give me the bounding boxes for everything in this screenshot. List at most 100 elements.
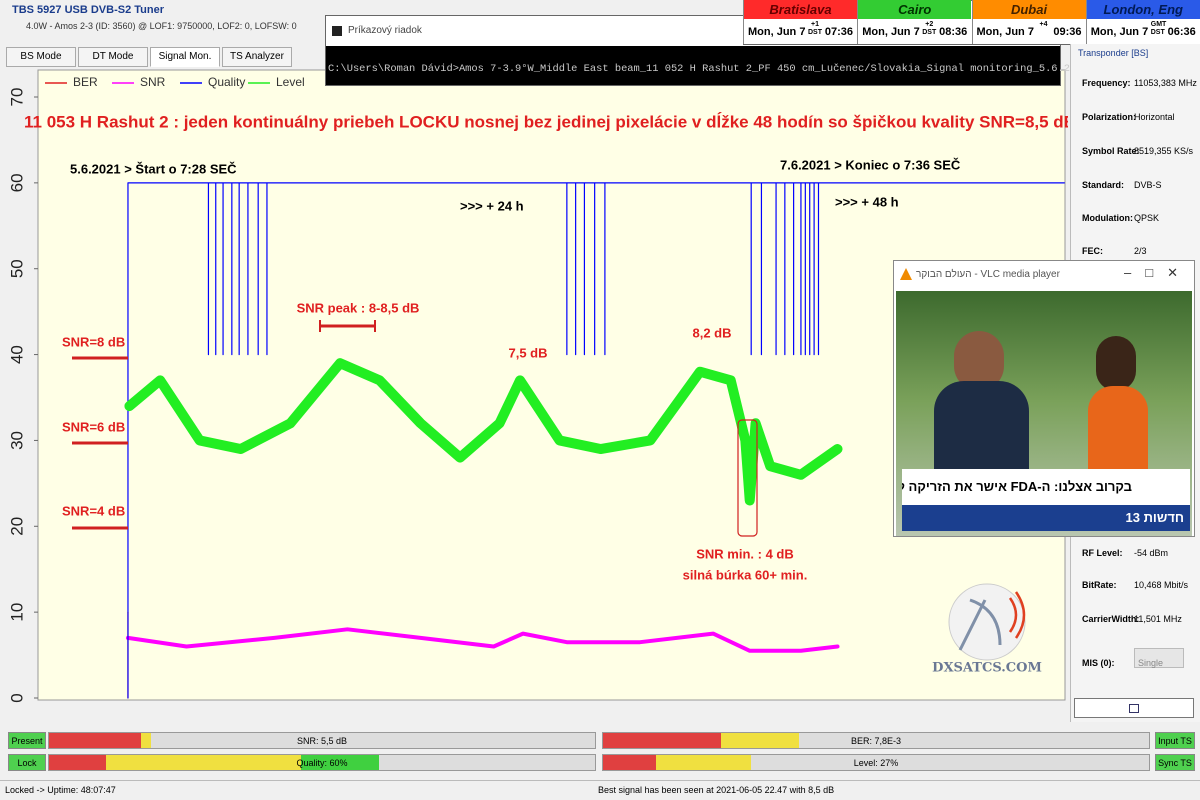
cmd-title: Príkazový riadok — [348, 25, 422, 36]
field-label: MIS (0): — [1082, 658, 1115, 668]
tab[interactable]: DT Mode — [78, 47, 148, 67]
annotation: 8,2 dB — [692, 325, 731, 340]
clock-date: Mon, Jun 7 — [1090, 26, 1149, 38]
min-highlight — [737, 419, 758, 537]
field-label: BitRate: — [1082, 580, 1117, 590]
field-label: Polarization: — [1082, 112, 1137, 122]
person-head — [1096, 336, 1136, 391]
cmd-icon — [332, 26, 342, 36]
mis-dropdown[interactable] — [1134, 648, 1184, 668]
cmd-text: C:\Users\Roman Dávid>Amos 7-3.9°W_Middle… — [328, 63, 1189, 75]
input-indicator: Input TS — [1155, 732, 1195, 749]
field-label: FEC: — [1082, 246, 1103, 256]
clock-time: 06:36 — [1167, 26, 1196, 38]
vlc-controls[interactable]: –□✕ — [1124, 265, 1192, 280]
series-line — [124, 358, 843, 506]
field-label: Standard: — [1082, 180, 1125, 190]
annotation: >>> + 48 h — [835, 194, 899, 209]
y-tick-label: 40 — [7, 345, 26, 364]
person-body — [934, 381, 1029, 476]
sync-indicator: Sync TS — [1155, 754, 1195, 771]
field-value: -54 dBm — [1134, 548, 1169, 558]
annotation: SNR min. : 4 dB — [696, 546, 794, 561]
field-label: Symbol Rate: — [1082, 146, 1140, 156]
annotation: 7.6.2021 > Koniec o 7:36 SEČ — [780, 157, 961, 172]
clock-time: 07:36 — [824, 26, 853, 38]
clock-time: 09:36 — [1053, 26, 1082, 38]
clock-city: Dubai — [972, 0, 1086, 19]
annotation: 5.6.2021 > Štart o 7:28 SEČ — [70, 161, 237, 176]
clock-date: Mon, Jun 7 — [748, 26, 806, 38]
series-line — [125, 627, 840, 653]
clock: Dubai Mon, Jun 7 +4 09:36 — [971, 0, 1086, 44]
annotation: >>> + 24 h — [460, 198, 524, 213]
y-tick-label: 20 — [7, 517, 26, 536]
field-value: 2/3 — [1134, 246, 1147, 256]
field-label: Frequency: — [1082, 78, 1131, 88]
annotation: SNR=4 dB — [62, 503, 125, 518]
logo-text: DXSATCS.COM — [932, 661, 1042, 676]
lock-indicator: Lock — [8, 754, 46, 771]
clock-dst: DST — [808, 29, 822, 36]
status-best: Best signal has been seen at 2021-06-05 … — [598, 785, 835, 795]
status-bar — [0, 780, 1200, 800]
level-meter: Level: 27% — [602, 754, 1150, 771]
legend-label: Quality — [208, 75, 245, 89]
clock: Bratislava Mon, Jun 7 +1 DST 07:36 — [743, 0, 857, 44]
field-label: Modulation: — [1082, 213, 1133, 223]
field-label: CarrierWidth: — [1082, 614, 1140, 624]
person-body — [1088, 386, 1148, 476]
tab-active[interactable]: Signal Mon. — [150, 47, 220, 67]
annotation: 7,5 dB — [508, 345, 547, 360]
app-title: TBS 5927 USB DVB-S2 Tuner — [12, 4, 165, 16]
annotation: silná búrka 60+ min. — [683, 567, 808, 582]
button-icon — [1129, 704, 1139, 713]
clock-date: Mon, Jun 7 — [976, 26, 1034, 38]
clock-city: Cairo — [858, 0, 972, 19]
present-indicator: Present — [8, 732, 46, 749]
series-line — [127, 182, 1065, 699]
legend-label: SNR — [140, 75, 166, 89]
clock-offset-value: GMT — [1150, 21, 1167, 28]
clock-time: 08:36 — [939, 26, 968, 38]
panel-button[interactable] — [1074, 698, 1194, 718]
field-value: Horizontal — [1134, 112, 1175, 122]
y-tick-label: 0 — [7, 693, 26, 702]
vlc-title: העולם הבוקר - VLC media player — [916, 269, 1060, 280]
y-tick-label: 70 — [7, 88, 26, 107]
tab[interactable]: BS Mode — [6, 47, 76, 67]
clock-date: Mon, Jun 7 — [862, 26, 920, 38]
clock-offset: +4 — [1037, 21, 1051, 29]
snr-meter: SNR: 5,5 dB — [48, 732, 596, 749]
y-tick-label: 60 — [7, 173, 26, 192]
field-value: 10,468 Mbit/s — [1134, 580, 1189, 590]
logo-waves — [1008, 591, 1026, 639]
annotation: SNR peak : 8-8,5 dB — [297, 300, 420, 315]
logo-dish — [958, 598, 1002, 651]
field-value: Single — [1138, 658, 1164, 668]
annotation: 11 053 H Rashut 2 : jeden kontinuálny pr… — [24, 111, 1068, 131]
field-value: 11053,383 MHz — [1134, 78, 1197, 88]
legend-label: Level — [276, 75, 305, 89]
clock-city: Bratislava — [744, 0, 857, 19]
clock-offset-value: +4 — [1039, 21, 1048, 28]
legend-label: BER — [73, 75, 98, 89]
ber-meter: BER: 7,8E-3 — [602, 732, 1150, 749]
news-channel: חדשות 13 — [902, 505, 1190, 531]
vlc-video: בקרוב אצלנו: ה-FDA אישר את הזריקה לירידה… — [896, 291, 1192, 536]
field-value: DVB-S — [1134, 180, 1162, 190]
clock-offset-value: +2 — [925, 21, 934, 28]
quality-meter: Quality: 60% — [48, 754, 596, 771]
y-tick-label: 30 — [7, 431, 26, 450]
clock-dst: DST — [1150, 29, 1165, 36]
clock-dst: DST — [922, 29, 937, 36]
field-value: QPSK — [1134, 213, 1160, 223]
field-label: RF Level: — [1082, 548, 1123, 558]
clock: Cairo Mon, Jun 7 +2 DST 08:36 — [857, 0, 972, 44]
transponder-title: Transponder [BS] — [1078, 48, 1149, 58]
y-tick-label: 50 — [7, 259, 26, 278]
clock-offset: GMT DST — [1150, 21, 1167, 37]
annotation: SNR=8 dB — [62, 334, 125, 349]
clock-offset: +2 DST — [922, 21, 936, 37]
